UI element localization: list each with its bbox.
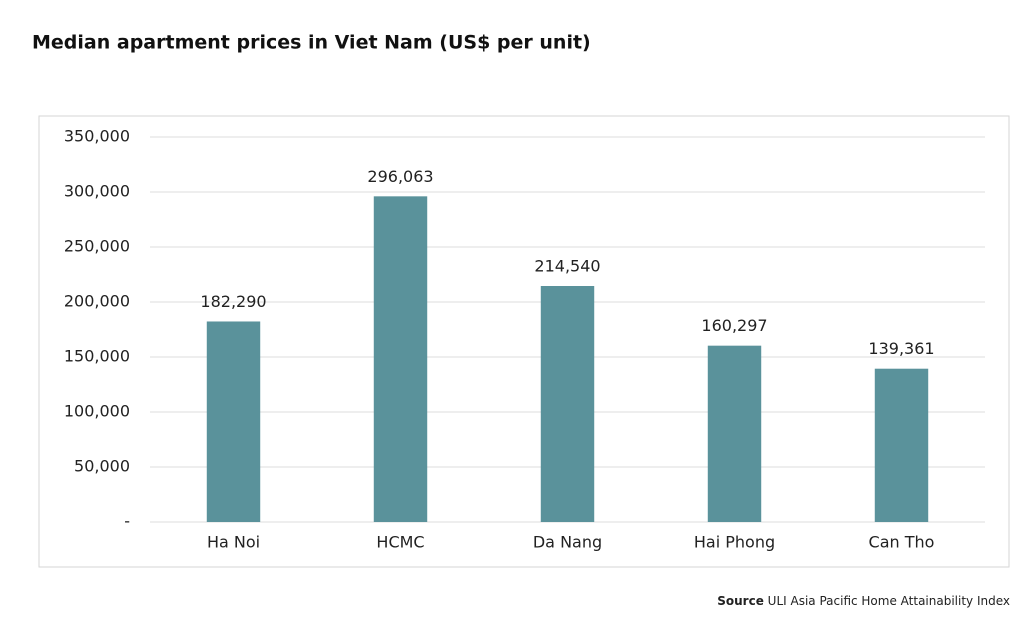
x-tick-label: Da Nang — [533, 533, 602, 552]
source-text: ULI Asia Pacific Home Attainability Inde… — [768, 594, 1010, 608]
x-tick-label: HCMC — [376, 533, 424, 552]
bar — [206, 321, 261, 522]
y-tick-label: - — [124, 512, 130, 531]
x-tick-label: Hai Phong — [694, 533, 775, 552]
y-tick-label: 300,000 — [64, 182, 130, 201]
value-label: 160,297 — [701, 316, 767, 335]
bar — [874, 368, 929, 522]
y-tick-label: 250,000 — [64, 237, 130, 256]
y-tick-label: 150,000 — [64, 347, 130, 366]
bar — [540, 286, 595, 522]
value-label: 214,540 — [534, 257, 600, 276]
y-tick-label: 50,000 — [74, 457, 130, 476]
value-label: 182,290 — [200, 292, 266, 311]
bar — [707, 345, 762, 522]
value-label: 296,063 — [367, 167, 433, 186]
y-tick-label: 200,000 — [64, 292, 130, 311]
value-label: 139,361 — [868, 339, 934, 358]
source-note: Source ULI Asia Pacific Home Attainabili… — [717, 594, 1010, 608]
chart-frame — [38, 115, 1010, 568]
y-tick-label: 100,000 — [64, 402, 130, 421]
y-tick-label: 350,000 — [64, 127, 130, 146]
chart-title: Median apartment prices in Viet Nam (US$… — [32, 32, 591, 54]
x-tick-label: Can Tho — [869, 533, 935, 552]
bar — [373, 196, 428, 523]
source-label: Source — [717, 594, 764, 608]
x-tick-label: Ha Noi — [207, 533, 260, 552]
